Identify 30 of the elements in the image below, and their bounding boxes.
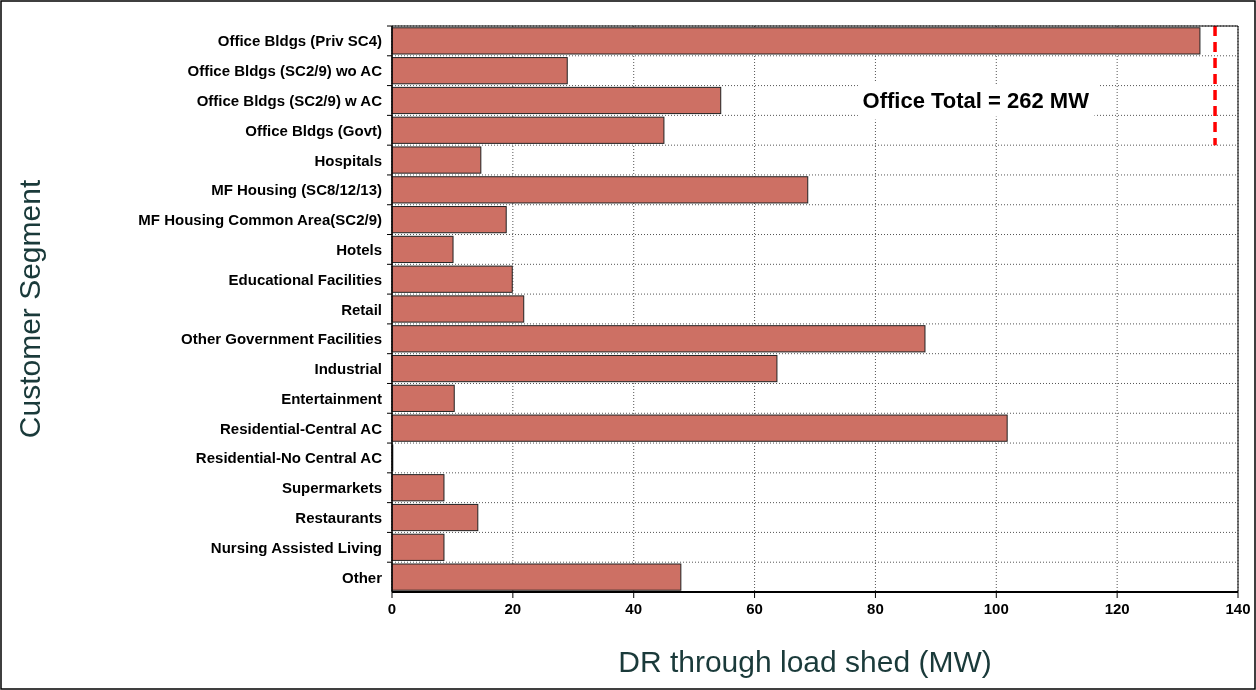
y-tick-label: Hotels [336,240,382,258]
y-tick-label: Residential-Central AC [220,419,383,437]
x-tick-label: 80 [867,600,884,617]
y-tick-label: Other [341,568,383,586]
x-tick-label: 100 [983,600,1009,617]
x-tick-label: 20 [504,600,522,617]
y-tick-label: Hospitals [314,151,382,169]
y-tick-label: Residential-No Central AC [195,449,383,467]
x-tick-label: 120 [1104,600,1130,617]
x-tick-label: 140 [1225,600,1251,617]
x-tick-label: 0 [387,600,397,617]
y-tick-label: Nursing Assisted Living [210,538,382,556]
y-tick-label: Supermarkets [281,479,382,497]
x-tick-label: 60 [746,600,763,617]
y-tick-label: Other Government Facilities [181,330,382,348]
y-tick-label: Office Bldgs (SC2/9) wo AC [187,62,383,80]
y-tick-label: Office Bldgs (Govt) [245,121,382,139]
y-tick-label: Educational Facilities [228,270,382,288]
y-tick-label: Industrial [314,360,382,378]
x-tick-label: 40 [625,600,643,617]
y-tick-label: Retail [341,300,382,318]
y-tick-label: MF Housing (SC8/12/13) [211,181,382,199]
y-tick-label: Office Bldgs (Priv SC4) [217,32,382,50]
y-tick-label: Restaurants [295,509,382,527]
y-axis-title: Customer Segment [13,179,46,439]
annotation: Office Total = 262 MW [862,87,1090,113]
y-tick-label: Entertainment [281,389,382,407]
x-axis-title: DR through load shed (MW) [618,645,992,678]
y-tick-label: MF Housing Common Area(SC2/9) [138,211,382,229]
y-tick-label: Office Bldgs (SC2/9) w AC [196,91,383,109]
